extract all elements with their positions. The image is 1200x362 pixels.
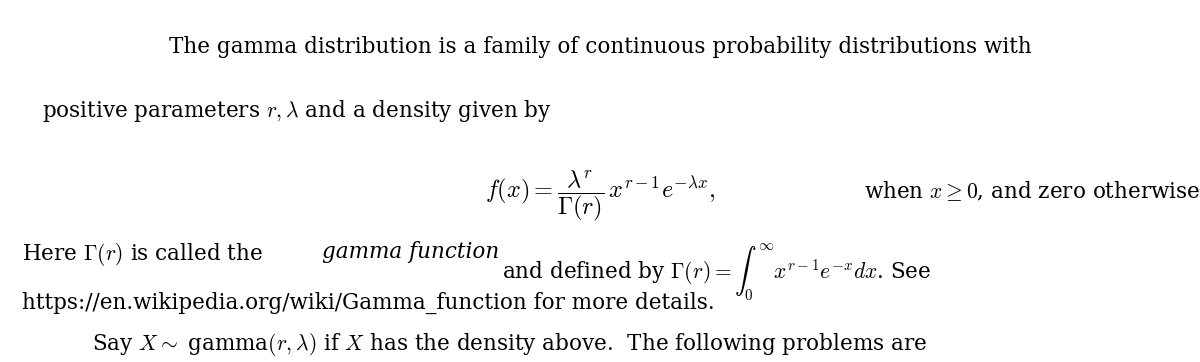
Text: The gamma distribution is a family of continuous probability distributions with: The gamma distribution is a family of co… [169,36,1031,58]
Text: gamma function: gamma function [322,241,499,263]
Text: positive parameters $r, \lambda$ and a density given by: positive parameters $r, \lambda$ and a d… [42,98,552,124]
Text: when $x \geq 0$, and zero otherwise.: when $x \geq 0$, and zero otherwise. [864,179,1200,203]
Text: Say $X \sim$ gamma$(r, \lambda)$ if $X$ has the density above.  The following pr: Say $X \sim$ gamma$(r, \lambda)$ if $X$ … [92,331,928,358]
Text: $f(x) = \dfrac{\lambda^r}{\Gamma(r)}\,x^{r-1}e^{-\lambda x},$: $f(x) = \dfrac{\lambda^r}{\Gamma(r)}\,x^… [485,168,715,224]
Text: Here $\Gamma(r)$ is called the: Here $\Gamma(r)$ is called the [22,241,263,268]
Text: https://en.wikipedia.org/wiki/Gamma_function for more details.: https://en.wikipedia.org/wiki/Gamma_func… [22,291,714,313]
Text: and defined by $\Gamma(r) = \int_0^{\infty} x^{r-1}e^{-x}dx$. See: and defined by $\Gamma(r) = \int_0^{\inf… [502,241,931,302]
